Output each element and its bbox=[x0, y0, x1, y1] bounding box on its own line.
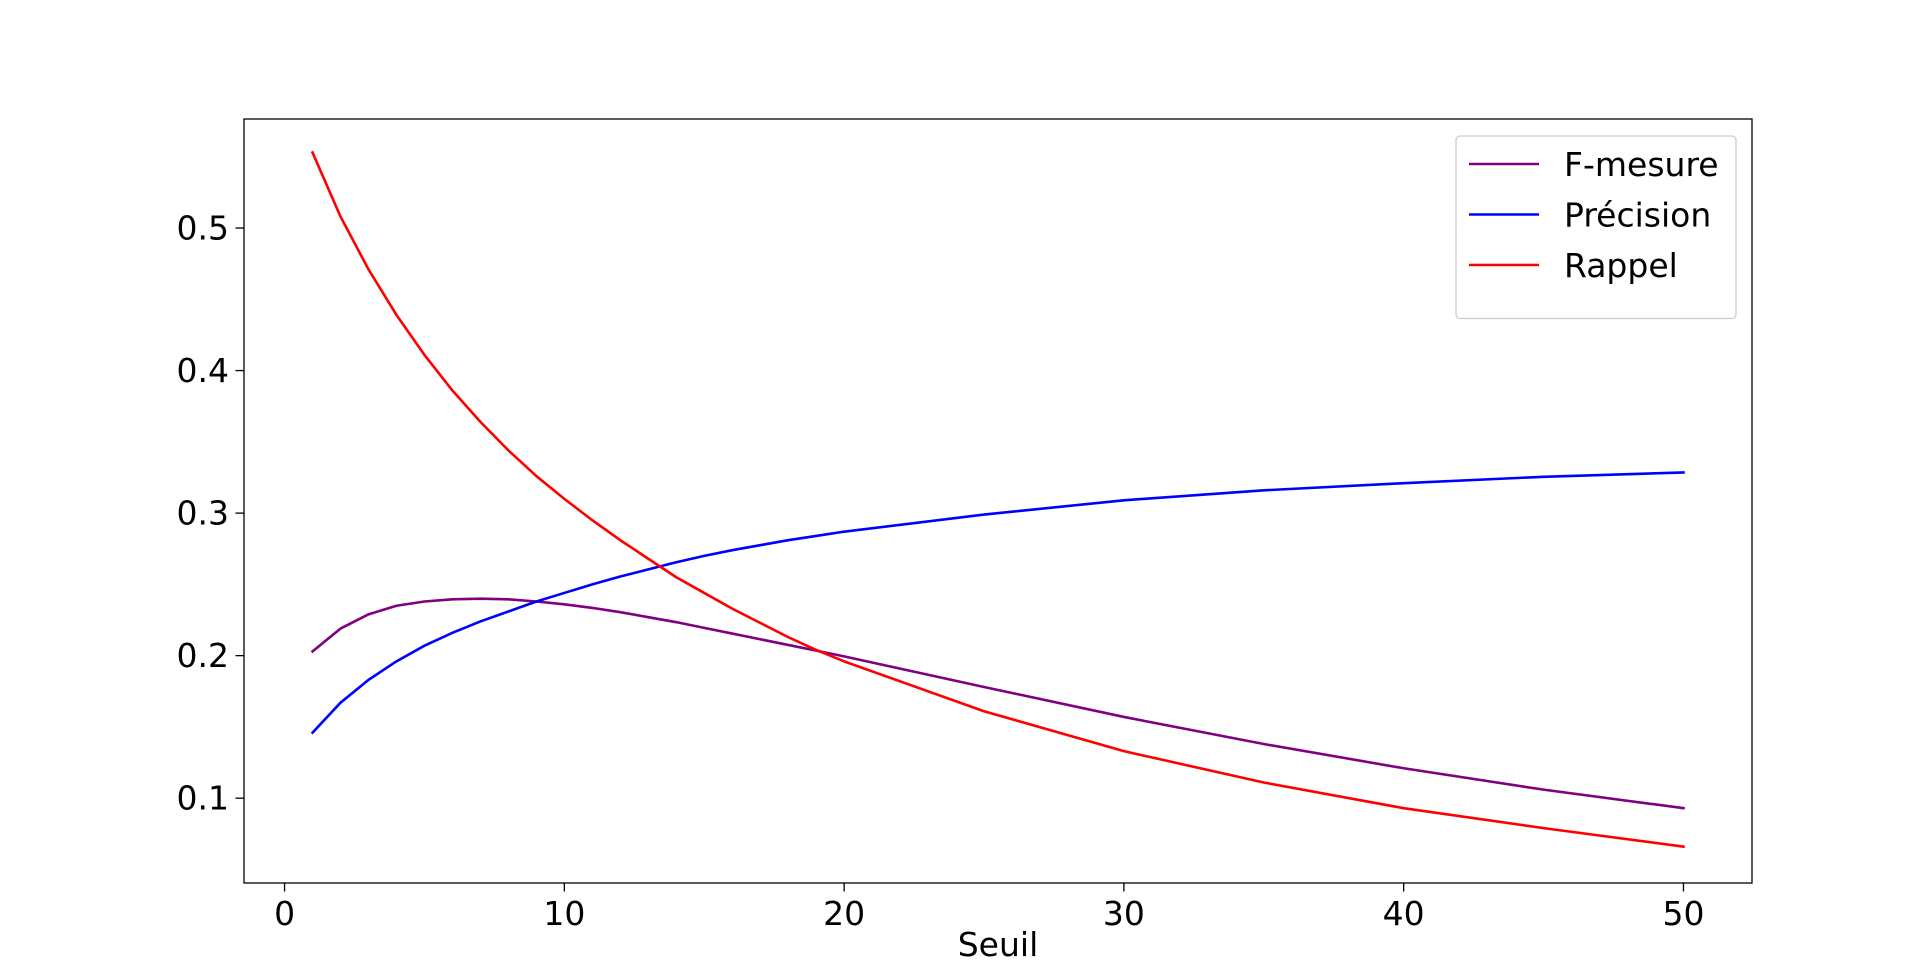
y-tick-label: 0.2 bbox=[177, 636, 229, 675]
x-axis-title: Seuil bbox=[958, 925, 1039, 964]
x-axis: 0 10 20 30 40 50 bbox=[274, 883, 1704, 933]
x-tick-label: 20 bbox=[823, 894, 865, 933]
y-tick-label: 0.1 bbox=[177, 779, 229, 818]
legend-label: F-mesure bbox=[1564, 145, 1719, 184]
x-tick-label: 10 bbox=[543, 894, 585, 933]
series-line-rappel bbox=[310, 150, 1685, 849]
x-tick-label: 30 bbox=[1103, 894, 1145, 933]
plot-frame bbox=[243, 118, 1753, 884]
x-tick-label: 0 bbox=[274, 894, 295, 933]
legend: F-mesure Précision Rappel bbox=[1455, 135, 1737, 320]
y-tick-label: 0.4 bbox=[177, 351, 229, 390]
x-tick-label: 40 bbox=[1383, 894, 1425, 933]
legend-label: Rappel bbox=[1564, 246, 1678, 285]
x-tick-label: 50 bbox=[1662, 894, 1704, 933]
legend-label: Précision bbox=[1564, 196, 1711, 235]
legend-box bbox=[1455, 135, 1737, 320]
series-line-precision bbox=[310, 471, 1685, 735]
y-tick-label: 0.5 bbox=[177, 209, 229, 248]
series-line-f-mesure bbox=[310, 597, 1685, 810]
y-axis: 0.1 0.2 0.3 0.4 0.5 bbox=[177, 209, 244, 818]
y-tick-label: 0.3 bbox=[177, 494, 229, 533]
series-layer bbox=[310, 150, 1685, 849]
